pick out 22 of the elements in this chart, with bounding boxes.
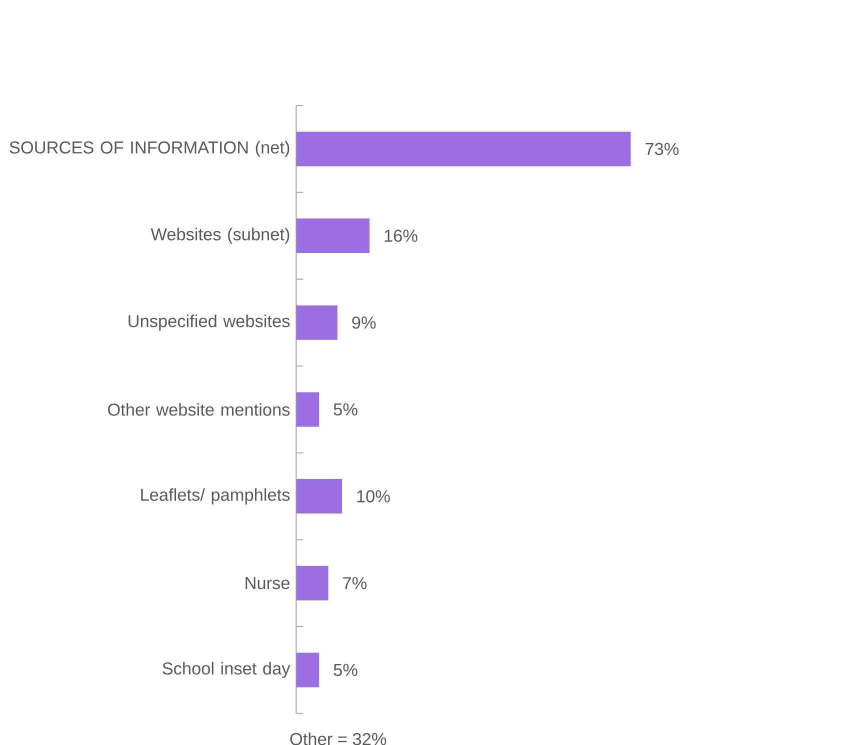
data-label: 5% <box>334 664 358 676</box>
data-label: 7% <box>343 577 367 590</box>
y-tick-label: Unspecified websites <box>128 314 290 331</box>
y-tick-label: Leaflets/ pamphlets <box>141 488 290 504</box>
bar <box>296 132 631 166</box>
bar <box>296 392 320 427</box>
y-tick-label: Other website mentions <box>108 403 290 416</box>
data-label: 10% <box>357 490 390 502</box>
data-label: 9% <box>352 316 376 329</box>
data-label: 16% <box>384 230 418 242</box>
bar <box>296 305 338 340</box>
bar <box>296 566 328 600</box>
y-tick-label: School inset day <box>162 662 290 678</box>
bar <box>296 652 320 688</box>
bar <box>296 478 342 514</box>
data-label: 73% <box>646 142 679 155</box>
y-tick-label: SOURCES OF INFORMATION (net) <box>10 140 290 157</box>
y-tick-label: Nurse <box>246 577 290 590</box>
data-label: 5% <box>334 403 358 416</box>
y-tick-label: Websites (subnet) <box>150 228 290 244</box>
bar <box>296 218 370 253</box>
text: Other = 32% <box>290 732 386 745</box>
